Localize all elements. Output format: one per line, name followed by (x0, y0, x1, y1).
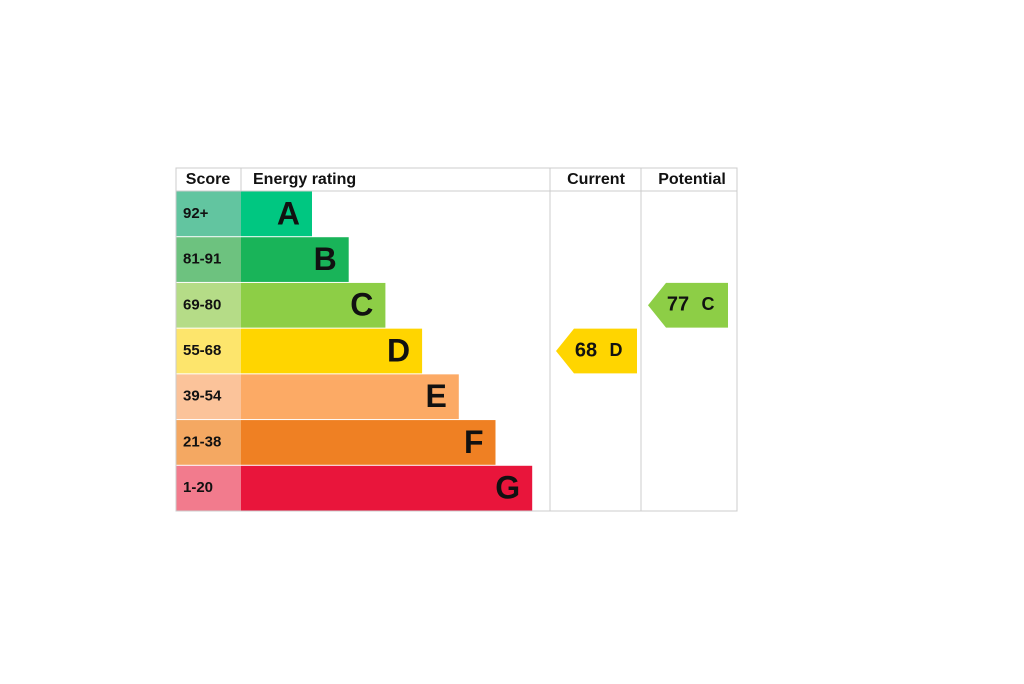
rating-bar (241, 282, 386, 328)
score-label: 1-20 (183, 479, 213, 496)
header-potential: Potential (658, 171, 726, 188)
rating-letter: F (464, 424, 484, 460)
rating-bar (241, 374, 459, 420)
rating-bar (241, 237, 349, 282)
rating-letter: G (495, 470, 520, 506)
score-cell (176, 420, 241, 465)
rating-bar (241, 420, 496, 465)
rating-letter: B (314, 241, 337, 277)
score-cell (176, 374, 241, 420)
current-arrow (556, 328, 637, 374)
score-cell (176, 282, 241, 328)
score-cell (176, 237, 241, 282)
score-cell (176, 191, 241, 237)
header-energy-rating: Energy rating (253, 171, 356, 188)
score-label: 39-54 (183, 388, 222, 405)
rating-letter: A (277, 195, 300, 231)
score-label: 21-38 (183, 433, 221, 450)
rating-bar (241, 191, 312, 237)
rating-letter: E (425, 378, 446, 414)
score-label: 55-68 (183, 342, 221, 359)
current-rating: D (610, 340, 623, 360)
header-score: Score (186, 171, 231, 188)
score-cell (176, 328, 241, 374)
potential-score: 77 (667, 294, 689, 316)
potential-arrow (648, 282, 728, 328)
rating-letter: D (387, 332, 410, 368)
rating-bar (241, 328, 423, 374)
header-current: Current (567, 171, 625, 188)
table-border (175, 167, 738, 512)
score-label: 69-80 (183, 296, 221, 313)
score-label: 81-91 (183, 251, 221, 268)
potential-rating: C (702, 294, 715, 314)
current-score: 68 (575, 339, 597, 361)
rating-bar (241, 465, 533, 511)
score-label: 92+ (183, 205, 209, 222)
score-cell (176, 465, 241, 511)
rating-letter: C (350, 287, 373, 323)
